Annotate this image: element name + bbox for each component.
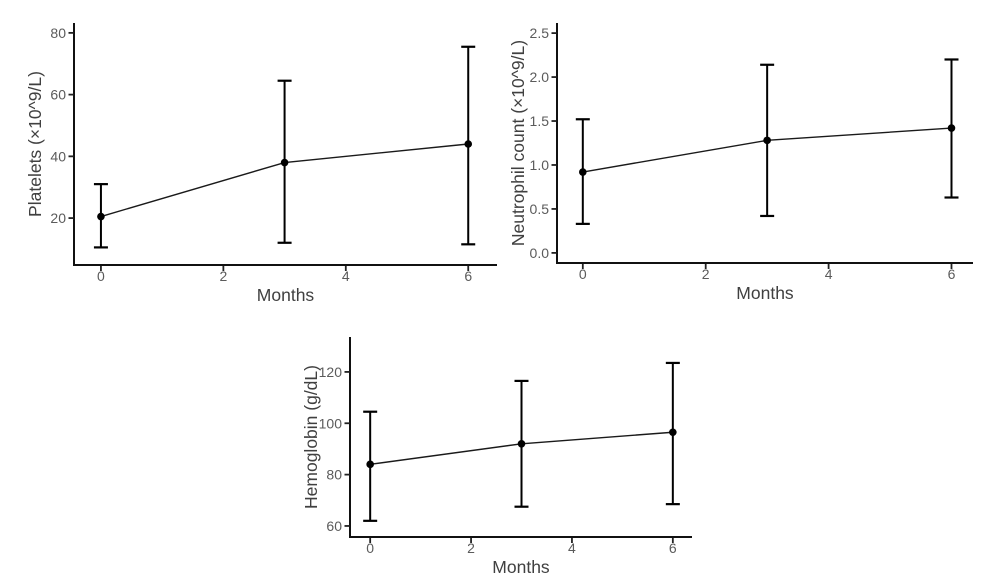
- x-tick-label: 2: [219, 268, 227, 284]
- data-point: [669, 428, 677, 437]
- x-tick-label: 4: [825, 266, 833, 282]
- y-axis-title: Hemoglobin (g/dL): [301, 365, 321, 509]
- y-axis-title: Neutrophil count (×10^9/L): [508, 40, 528, 246]
- x-tick-label: 4: [342, 268, 350, 284]
- y-tick-label: 0.0: [530, 245, 550, 261]
- y-tick-label: 60: [50, 87, 66, 103]
- x-tick-label: 0: [366, 540, 374, 556]
- x-tick-label: 6: [464, 268, 472, 284]
- x-tick-label: 0: [97, 268, 105, 284]
- y-tick-label: 1.5: [530, 113, 550, 129]
- y-tick-label: 1.0: [530, 157, 550, 173]
- y-tick-label: 2.5: [530, 25, 550, 41]
- y-tick-label: 80: [50, 25, 66, 41]
- data-point: [464, 140, 473, 148]
- data-point: [97, 212, 105, 221]
- y-tick-label: 120: [319, 364, 343, 380]
- x-tick-label: 6: [948, 266, 956, 282]
- x-tick-label: 4: [568, 540, 576, 556]
- x-tick-label: 0: [579, 266, 587, 282]
- data-point: [366, 460, 374, 469]
- data-point: [280, 158, 289, 167]
- x-tick-label: 2: [467, 540, 475, 556]
- data-point: [947, 124, 956, 132]
- data-point: [763, 136, 771, 145]
- y-axis-title: Platelets (×10^9/L): [25, 71, 45, 217]
- x-tick-label: 2: [702, 266, 710, 282]
- x-axis-title: Months: [736, 283, 794, 303]
- y-tick-label: 60: [326, 518, 342, 534]
- y-tick-label: 100: [319, 415, 343, 431]
- data-point: [517, 440, 526, 448]
- data-point: [579, 168, 587, 176]
- y-tick-label: 40: [50, 148, 66, 164]
- x-axis-title: Months: [257, 285, 315, 305]
- y-tick-label: 20: [50, 210, 66, 226]
- x-tick-label: 6: [669, 540, 677, 556]
- x-axis-title: Months: [492, 557, 550, 577]
- y-tick-label: 0.5: [530, 201, 550, 217]
- y-tick-label: 2.0: [530, 69, 550, 85]
- y-tick-label: 80: [326, 467, 342, 483]
